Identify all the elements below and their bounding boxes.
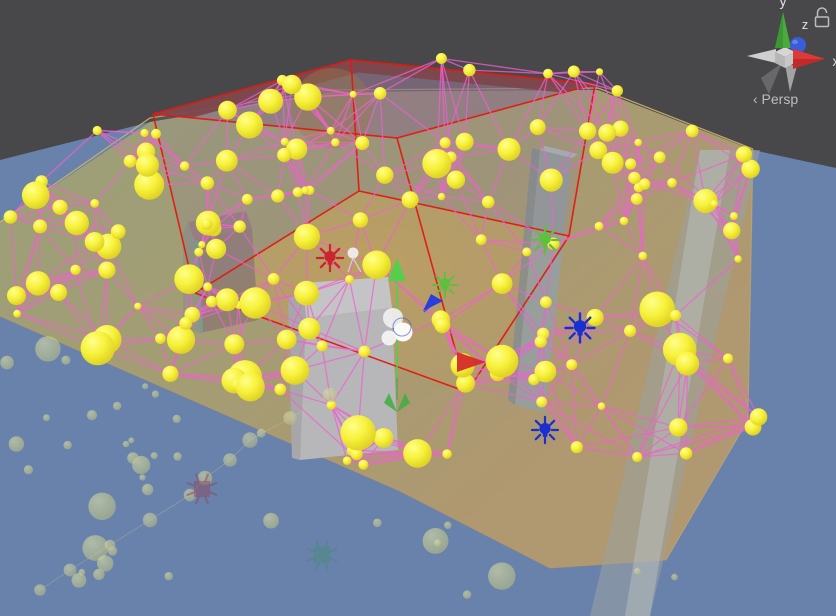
svg-text:y: y [780, 0, 787, 9]
svg-text:‹ Persp: ‹ Persp [753, 91, 798, 107]
svg-text:z: z [802, 18, 808, 32]
svg-text:x: x [833, 53, 836, 69]
